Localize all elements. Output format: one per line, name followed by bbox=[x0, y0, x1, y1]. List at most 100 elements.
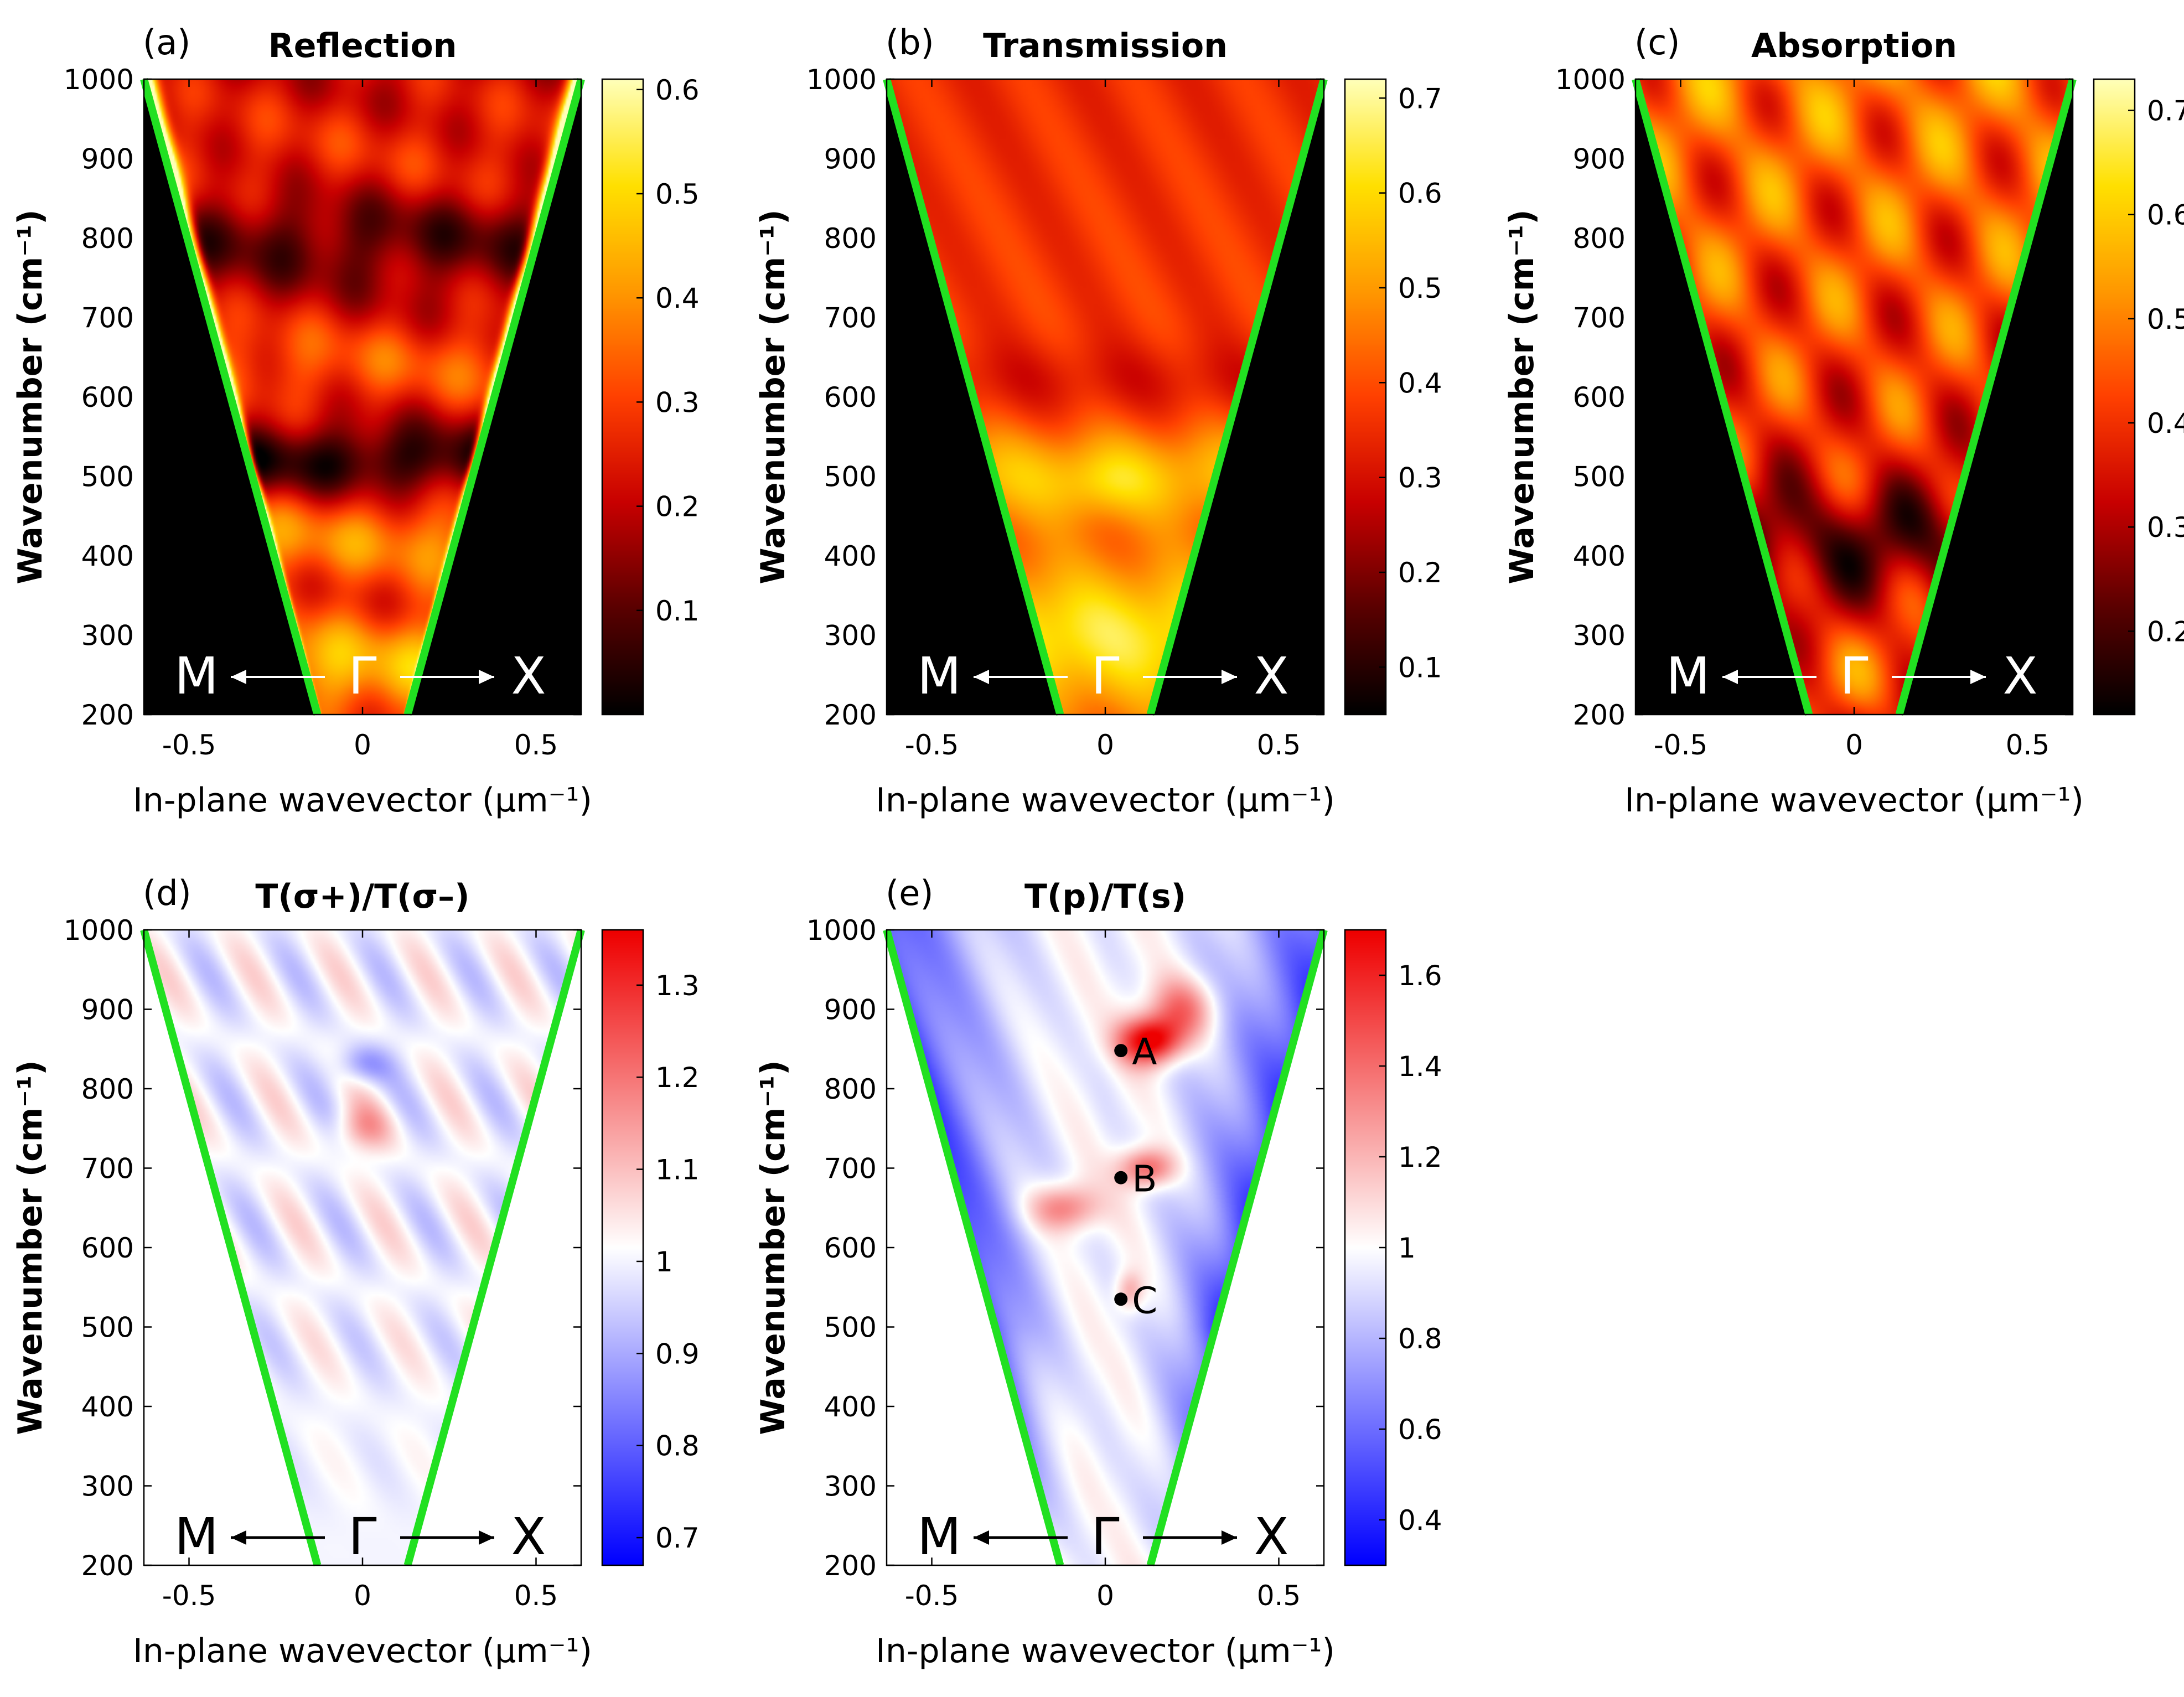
y-tick-label: 600 bbox=[824, 1232, 877, 1264]
colorbar-gradient bbox=[1345, 79, 1386, 715]
y-tick-label: 300 bbox=[81, 1471, 134, 1503]
colorbar-tick-label: 0.5 bbox=[1398, 272, 1442, 304]
y-tick-label: 400 bbox=[81, 540, 134, 572]
panel-a: -0.5 0 0.5 200 300 400 500 600 700 800 900 1000 In-p… bbox=[11, 22, 700, 820]
y-tick-label: 1000 bbox=[64, 64, 134, 96]
colorbar-tick-label: 0.4 bbox=[1398, 367, 1442, 399]
direction-label-m: M bbox=[174, 1507, 218, 1566]
colorbar-tick-label: 0.5 bbox=[655, 178, 700, 210]
y-tick-label: 700 bbox=[824, 1153, 877, 1185]
colorbar-tick-label: 1 bbox=[1398, 1232, 1416, 1264]
y-tick-label: 700 bbox=[1573, 302, 1626, 334]
y-tick-label: 400 bbox=[1573, 540, 1626, 572]
heatmap-image bbox=[144, 79, 581, 715]
direction-label-m: M bbox=[917, 646, 961, 706]
colorbar-tick-label: 1.1 bbox=[655, 1154, 700, 1186]
light-line-right bbox=[1895, 78, 2077, 716]
x-tick-label: 0 bbox=[354, 1580, 371, 1612]
direction-label-gamma: Γ bbox=[1840, 646, 1868, 706]
y-tick-label: 700 bbox=[824, 302, 877, 334]
panel-label: (c) bbox=[1634, 22, 1680, 63]
light-line-left bbox=[140, 78, 322, 716]
colorbar-tick-label: 1.6 bbox=[1398, 960, 1442, 992]
colorbar-tick-label: 1.3 bbox=[655, 970, 700, 1002]
annotation-point-b bbox=[1114, 1171, 1128, 1184]
colorbar-tick-label: 0.3 bbox=[2147, 511, 2184, 544]
y-tick-label: 500 bbox=[81, 1312, 134, 1344]
heatmap-image bbox=[144, 930, 581, 1565]
y-tick-label: 900 bbox=[1573, 143, 1626, 175]
colorbar-tick-label: 0.8 bbox=[655, 1430, 700, 1462]
heatmap-image bbox=[887, 930, 1324, 1565]
colorbar-gradient bbox=[2094, 79, 2135, 715]
x-tick-label: 0 bbox=[1096, 729, 1114, 761]
y-tick-label: 800 bbox=[824, 223, 877, 255]
panel-label: (b) bbox=[886, 22, 934, 63]
x-tick-label: -0.5 bbox=[905, 1580, 959, 1612]
y-tick-label: 500 bbox=[824, 461, 877, 493]
colorbar-tick-label: 0.4 bbox=[2147, 407, 2184, 439]
x-axis-label: In-plane wavevector (μm⁻¹) bbox=[133, 781, 592, 820]
colorbar-tick-label: 0.8 bbox=[1398, 1323, 1442, 1355]
x-axis-label: In-plane wavevector (μm⁻¹) bbox=[133, 1632, 592, 1670]
arrow-to-m-head bbox=[974, 1530, 989, 1545]
chart-title: T(p)/T(s) bbox=[1024, 877, 1186, 916]
x-tick-label: 0.5 bbox=[2006, 729, 2050, 761]
chart-title: Transmission bbox=[983, 27, 1228, 65]
colorbar-tick-label: 0.1 bbox=[655, 595, 700, 627]
heatmap-image bbox=[887, 79, 1324, 715]
colorbar-tick-label: 0.3 bbox=[655, 386, 700, 418]
arrow-to-m-head bbox=[974, 670, 989, 684]
x-tick-label: 0.5 bbox=[1257, 729, 1301, 761]
y-tick-label: 600 bbox=[81, 1232, 134, 1264]
colorbar-tick-label: 0.6 bbox=[1398, 1414, 1442, 1446]
direction-label-x: X bbox=[511, 1507, 546, 1566]
colorbar-gradient bbox=[602, 930, 643, 1565]
y-tick-label: 700 bbox=[81, 302, 134, 334]
light-line-left bbox=[1632, 78, 1813, 716]
arrow-to-x-head bbox=[479, 1530, 494, 1545]
colorbar-tick-label: 0.3 bbox=[1398, 462, 1442, 494]
x-tick-label: -0.5 bbox=[1654, 729, 1708, 761]
colorbar-tick-label: 1.2 bbox=[1398, 1141, 1442, 1173]
colorbar-tick-label: 0.7 bbox=[2147, 95, 2184, 127]
chart-title: Reflection bbox=[268, 27, 457, 65]
x-axis-label: In-plane wavevector (μm⁻¹) bbox=[1624, 781, 2084, 820]
direction-label-m: M bbox=[174, 646, 218, 706]
y-tick-label: 800 bbox=[1573, 223, 1626, 255]
x-tick-label: 0.5 bbox=[1257, 1580, 1301, 1612]
y-tick-label: 800 bbox=[81, 1073, 134, 1105]
colorbar-tick-label: 0.2 bbox=[2147, 615, 2184, 648]
annotation-point-c bbox=[1114, 1292, 1128, 1306]
y-tick-label: 200 bbox=[1573, 699, 1626, 731]
y-tick-label: 300 bbox=[824, 1471, 877, 1503]
arrow-to-m-head bbox=[231, 670, 246, 684]
y-tick-label: 300 bbox=[824, 620, 877, 652]
colorbar-frame bbox=[601, 78, 644, 716]
colorbar-tick-label: 0.6 bbox=[1398, 178, 1442, 210]
y-tick-label: 1000 bbox=[806, 64, 877, 96]
colorbar-frame bbox=[2093, 78, 2136, 716]
y-axis-label: Wavenumber (cm⁻¹) bbox=[754, 1060, 793, 1435]
colorbar-tick-label: 0.7 bbox=[655, 1522, 700, 1554]
colorbar-tick-label: 0.7 bbox=[1398, 82, 1442, 115]
arrow-to-x-head bbox=[1970, 670, 1986, 684]
direction-label-x: X bbox=[511, 646, 546, 706]
y-tick-label: 1000 bbox=[64, 914, 134, 946]
direction-label-gamma: Γ bbox=[348, 1507, 376, 1566]
direction-label-gamma: Γ bbox=[348, 646, 376, 706]
y-tick-label: 500 bbox=[81, 461, 134, 493]
colorbar-tick-label: 0.1 bbox=[1398, 651, 1442, 684]
arrow-to-x-head bbox=[479, 670, 494, 684]
y-tick-label: 200 bbox=[81, 1550, 134, 1582]
panel-c: -0.5 0 0.5 200 300 400 500 600 700 800 900 1000 In-p… bbox=[1503, 22, 2184, 820]
direction-label-x: X bbox=[1254, 646, 1288, 706]
light-line-right bbox=[403, 78, 585, 716]
y-tick-label: 300 bbox=[81, 620, 134, 652]
light-line-left bbox=[883, 929, 1064, 1566]
x-tick-label: 0 bbox=[354, 729, 371, 761]
y-tick-label: 400 bbox=[824, 1391, 877, 1423]
colorbar-tick-label: 0.6 bbox=[2147, 199, 2184, 231]
panel-label: (a) bbox=[143, 22, 190, 63]
colorbar-frame bbox=[601, 929, 644, 1566]
